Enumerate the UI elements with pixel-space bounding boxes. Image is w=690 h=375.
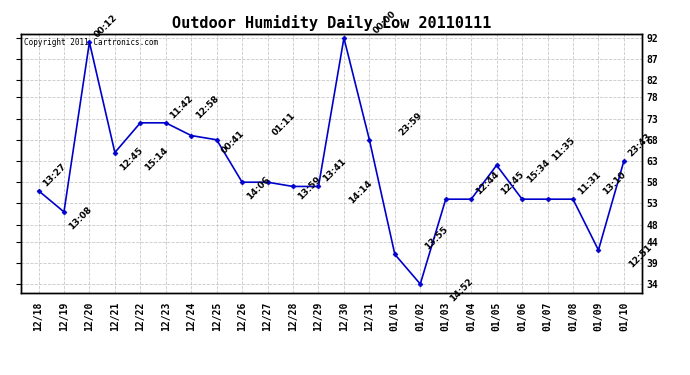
Text: 01:11: 01:11	[270, 111, 297, 137]
Text: 15:14: 15:14	[143, 145, 170, 172]
Text: 13:10: 13:10	[601, 170, 628, 196]
Text: 13:27: 13:27	[41, 161, 68, 188]
Text: 13:41: 13:41	[322, 157, 348, 184]
Text: 13:55: 13:55	[423, 225, 450, 252]
Text: 23:43: 23:43	[627, 132, 653, 158]
Text: Copyright 2011 Cartronics.com: Copyright 2011 Cartronics.com	[23, 38, 158, 46]
Text: 12:51: 12:51	[627, 243, 653, 270]
Text: 12:45: 12:45	[500, 170, 526, 196]
Text: 00:41: 00:41	[219, 129, 246, 155]
Text: 12:44: 12:44	[474, 170, 501, 196]
Text: 00:00: 00:00	[372, 9, 398, 35]
Text: 11:31: 11:31	[575, 170, 602, 196]
Text: 23:59: 23:59	[397, 110, 424, 137]
Text: 12:45: 12:45	[118, 145, 144, 172]
Text: 13:59: 13:59	[296, 175, 322, 202]
Text: 11:42: 11:42	[168, 93, 195, 120]
Text: 14:14: 14:14	[346, 179, 373, 206]
Text: 15:34: 15:34	[525, 158, 551, 185]
Text: 14:52: 14:52	[448, 277, 475, 303]
Text: 13:08: 13:08	[67, 205, 93, 231]
Title: Outdoor Humidity Daily Low 20110111: Outdoor Humidity Daily Low 20110111	[172, 15, 491, 31]
Text: 14:06: 14:06	[245, 175, 271, 202]
Text: 00:12: 00:12	[92, 13, 119, 39]
Text: 11:35: 11:35	[551, 136, 577, 162]
Text: 12:58: 12:58	[194, 93, 221, 120]
